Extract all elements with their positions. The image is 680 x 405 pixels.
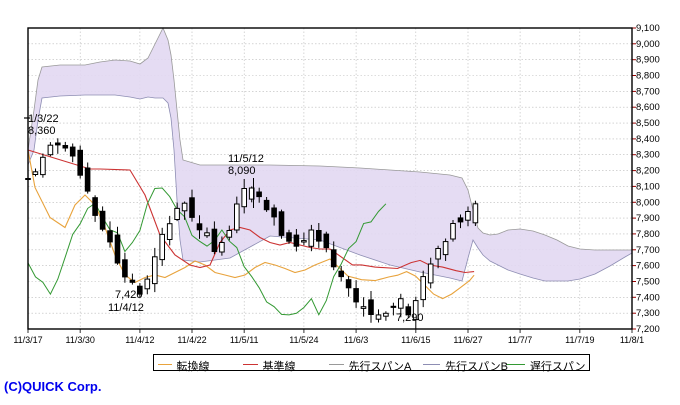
svg-text:8,400: 8,400 (636, 134, 660, 145)
svg-text:11/7/7: 11/7/7 (508, 335, 532, 345)
svg-text:1/3/22: 1/3/22 (28, 113, 59, 125)
svg-text:11/7/19: 11/7/19 (565, 335, 594, 345)
svg-text:11/5/12: 11/5/12 (228, 153, 264, 165)
svg-text:11/8/1: 11/8/1 (620, 335, 644, 345)
svg-text:8,360: 8,360 (28, 125, 56, 137)
svg-text:11/6/15: 11/6/15 (401, 335, 430, 345)
svg-text:7,420: 7,420 (115, 289, 143, 301)
svg-text:8,090: 8,090 (228, 165, 256, 177)
svg-text:8,000: 8,000 (636, 197, 660, 208)
svg-text:7,200: 7,200 (636, 324, 660, 335)
svg-text:8,200: 8,200 (636, 166, 660, 177)
svg-text:8,600: 8,600 (636, 102, 660, 113)
svg-text:8,900: 8,900 (636, 55, 660, 66)
svg-text:8,700: 8,700 (636, 86, 660, 97)
svg-text:7,600: 7,600 (636, 261, 660, 272)
svg-text:11/4/22: 11/4/22 (177, 335, 206, 345)
svg-text:7,300: 7,300 (636, 308, 660, 319)
svg-text:11/5/24: 11/5/24 (289, 335, 318, 345)
svg-text:11/5/11: 11/5/11 (230, 335, 259, 345)
svg-text:7,400: 7,400 (636, 292, 660, 303)
svg-text:11/4/12: 11/4/12 (125, 335, 154, 345)
svg-text:7,800: 7,800 (636, 229, 660, 240)
svg-text:11/3/30: 11/3/30 (66, 335, 95, 345)
svg-text:11/4/12: 11/4/12 (108, 302, 144, 314)
svg-text:8,100: 8,100 (636, 181, 660, 192)
svg-text:7,900: 7,900 (636, 213, 660, 224)
svg-text:7,500: 7,500 (636, 277, 660, 288)
svg-text:11/6/3: 11/6/3 (344, 335, 368, 345)
svg-text:8,300: 8,300 (636, 150, 660, 161)
svg-text:9,100: 9,100 (636, 23, 660, 34)
svg-text:8,500: 8,500 (636, 118, 660, 129)
svg-text:9,000: 9,000 (636, 39, 660, 50)
svg-text:11/6/27: 11/6/27 (453, 335, 482, 345)
svg-text:11/3/17: 11/3/17 (13, 335, 42, 345)
svg-text:7,700: 7,700 (636, 245, 660, 256)
svg-text:8,800: 8,800 (636, 71, 660, 82)
svg-text:7,290: 7,290 (396, 312, 424, 324)
